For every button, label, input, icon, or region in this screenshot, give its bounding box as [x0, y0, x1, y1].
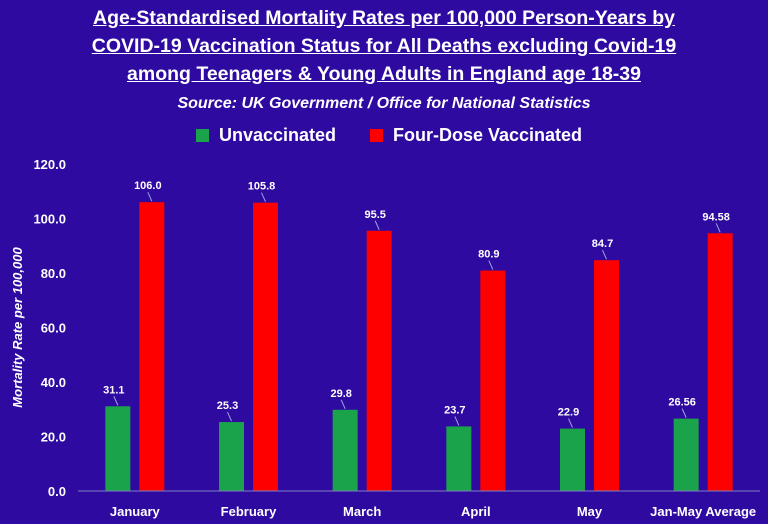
data-label: 31.1 — [103, 384, 124, 396]
data-label-leader — [374, 220, 380, 230]
data-label: 26.56 — [668, 397, 696, 409]
y-axis-title: Mortality Rate per 100,000 — [10, 247, 25, 408]
y-tick-label: 20.0 — [41, 430, 66, 445]
bar-unvaccinated — [332, 409, 358, 491]
data-label-leader — [568, 418, 573, 428]
data-label: 84.7 — [592, 238, 613, 250]
data-label-leader — [340, 399, 346, 409]
bar-unvaccinated — [673, 418, 699, 491]
data-label: 105.8 — [248, 181, 276, 193]
y-axis: 0.0 20.0 40.0 60.0 80.0 100.0 120.0 Mortality R… — [10, 157, 66, 499]
y-tick-label: 120.0 — [33, 157, 66, 172]
x-axis: January February March April May Jan-May Aver… — [78, 490, 760, 519]
y-tick-label: 100.0 — [33, 212, 66, 227]
data-label-leader — [113, 396, 119, 406]
y-tick-label: 60.0 — [41, 321, 66, 336]
x-tick-label: January — [110, 504, 161, 519]
y-tick-label: 80.0 — [41, 266, 66, 281]
data-label: 80.9 — [478, 249, 499, 261]
bar-vaccinated — [480, 270, 506, 491]
x-tick-label: Jan-May Average — [650, 504, 756, 519]
bar-vaccinated — [139, 202, 165, 491]
bars: 31.1 106.0 25.3 105.8 29.8 95.5 23.7 80.9 22.9 84… — [103, 180, 733, 491]
data-label: 106.0 — [134, 180, 162, 192]
bar-unvaccinated — [446, 426, 472, 491]
data-label: 29.8 — [330, 388, 351, 400]
data-label-leader — [454, 416, 460, 426]
data-label-leader — [602, 249, 607, 260]
legend-swatch-unvaccinated — [196, 128, 209, 142]
data-label: 23.7 — [444, 404, 465, 416]
chart-subtitle: Source: UK Government / Office for Natio… — [177, 95, 591, 112]
data-label-leader — [681, 408, 687, 418]
data-label-leader — [147, 191, 153, 202]
bar-unvaccinated — [105, 406, 131, 491]
data-label: 25.3 — [217, 400, 238, 412]
chart-title-line-2: COVID-19 Vaccination Status for All Deat… — [91, 35, 677, 57]
chart-title-line-1: Age-Standardised Mortality Rates per 100… — [93, 7, 675, 29]
legend-item-unvaccinated: Unvaccinated — [196, 124, 336, 146]
legend-item-vaccinated: Four-Dose Vaccinated — [370, 124, 582, 146]
data-label-leader — [715, 223, 721, 233]
x-tick-label: April — [461, 504, 491, 519]
bar-vaccinated — [253, 202, 278, 491]
y-tick-label: 40.0 — [41, 375, 66, 390]
bar-vaccinated — [707, 233, 733, 491]
x-tick-label: March — [343, 504, 381, 519]
chart-title-line-3: among Teenagers & Young Adults in Englan… — [127, 63, 641, 85]
legend-label-unvaccinated: Unvaccinated — [219, 124, 337, 145]
bar-unvaccinated — [219, 422, 244, 491]
bar-vaccinated — [594, 260, 619, 491]
x-tick-label: February — [221, 504, 277, 519]
data-label: 95.5 — [364, 209, 385, 221]
data-label-leader — [261, 192, 266, 202]
bar-vaccinated — [366, 230, 392, 491]
data-label: 22.9 — [558, 407, 579, 419]
data-label: 94.58 — [702, 211, 730, 223]
data-label-leader — [488, 260, 494, 270]
legend-label-vaccinated: Four-Dose Vaccinated — [393, 124, 583, 145]
bar-unvaccinated — [560, 428, 585, 491]
x-tick-label: May — [577, 504, 603, 519]
data-label-leader — [227, 411, 232, 422]
legend-swatch-vaccinated — [370, 128, 383, 142]
y-tick-label: 0.0 — [48, 484, 66, 499]
